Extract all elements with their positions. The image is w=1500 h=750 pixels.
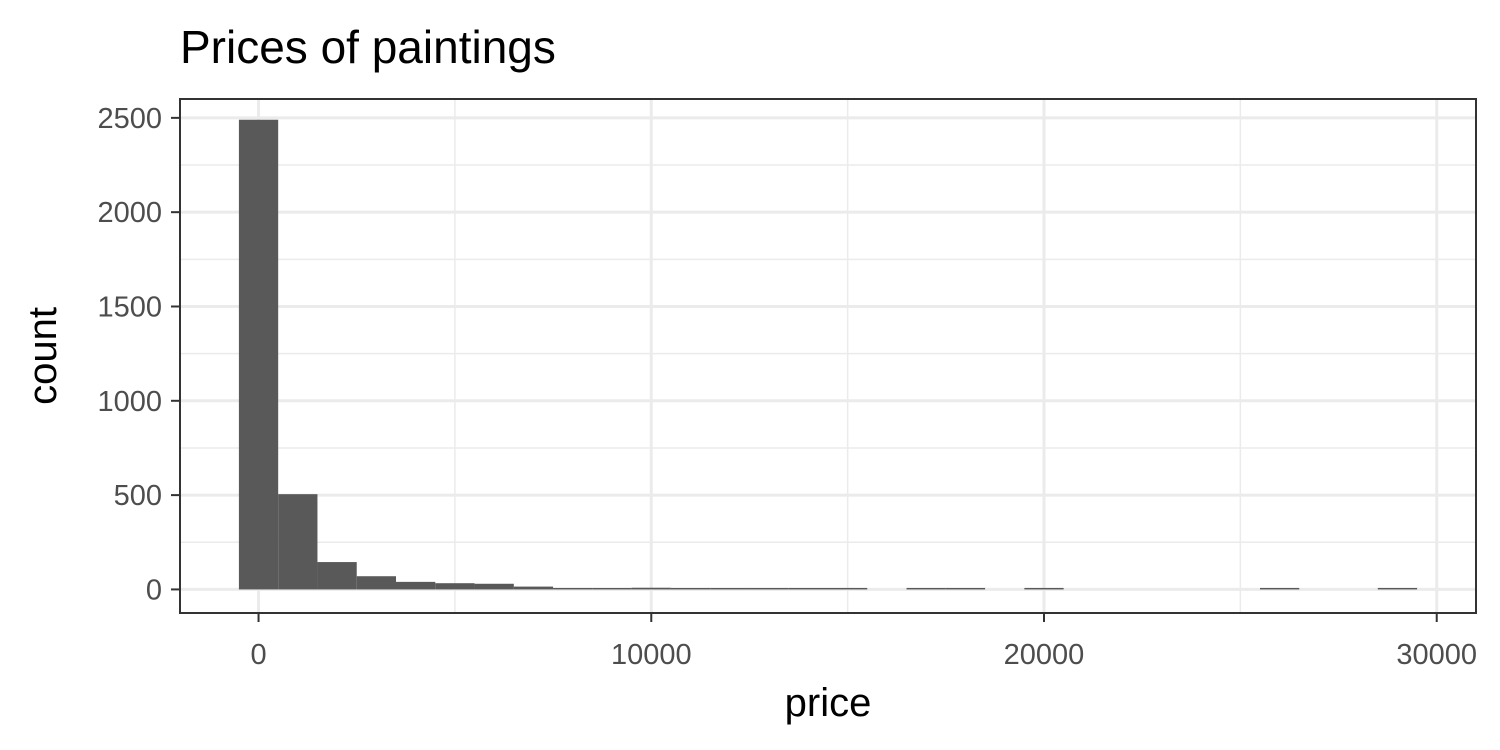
y-tick-label: 2000 (97, 197, 162, 229)
histogram-bar (945, 587, 986, 590)
histogram-bar (1377, 587, 1418, 590)
histogram-bar (670, 587, 711, 590)
histogram-bars (238, 119, 1418, 590)
histogram-bar (631, 587, 671, 590)
x-axis: 0 10000 20000 30000 (250, 613, 1477, 671)
panel-border (179, 98, 1477, 614)
histogram-bar (1260, 587, 1300, 590)
x-tick-label: 0 (250, 639, 266, 671)
y-tick-label: 2500 (97, 103, 162, 135)
y-tick-label: 500 (114, 480, 162, 512)
grid-lines (180, 99, 1476, 613)
x-axis-title: price (785, 681, 872, 725)
y-tick-label: 0 (146, 574, 162, 606)
histogram-bar (592, 587, 632, 590)
histogram-bar (788, 587, 828, 590)
histogram-bar (356, 576, 396, 590)
x-tick-label: 30000 (1396, 639, 1477, 671)
histogram-bar (238, 119, 279, 590)
histogram-bar (474, 583, 514, 590)
x-tick-label: 20000 (1004, 639, 1085, 671)
histogram-bar (553, 587, 593, 590)
histogram-bar (1024, 587, 1064, 590)
y-tick-label: 1500 (97, 291, 162, 323)
histogram-bar (317, 562, 357, 590)
histogram-bar (278, 494, 318, 590)
histogram-bar (435, 583, 475, 590)
histogram-bar (513, 586, 554, 590)
histogram-bar (828, 587, 868, 590)
histogram-bar (749, 587, 789, 590)
chart-title: Prices of paintings (180, 21, 556, 73)
y-tick-label: 1000 (97, 386, 162, 418)
y-axis-title: count (21, 307, 65, 405)
histogram-bar (710, 587, 750, 590)
y-axis: 0 500 1000 1500 2000 2500 (97, 103, 180, 606)
x-tick-label: 10000 (611, 639, 692, 671)
histogram-bar (906, 587, 946, 590)
histogram-bar (396, 581, 436, 590)
